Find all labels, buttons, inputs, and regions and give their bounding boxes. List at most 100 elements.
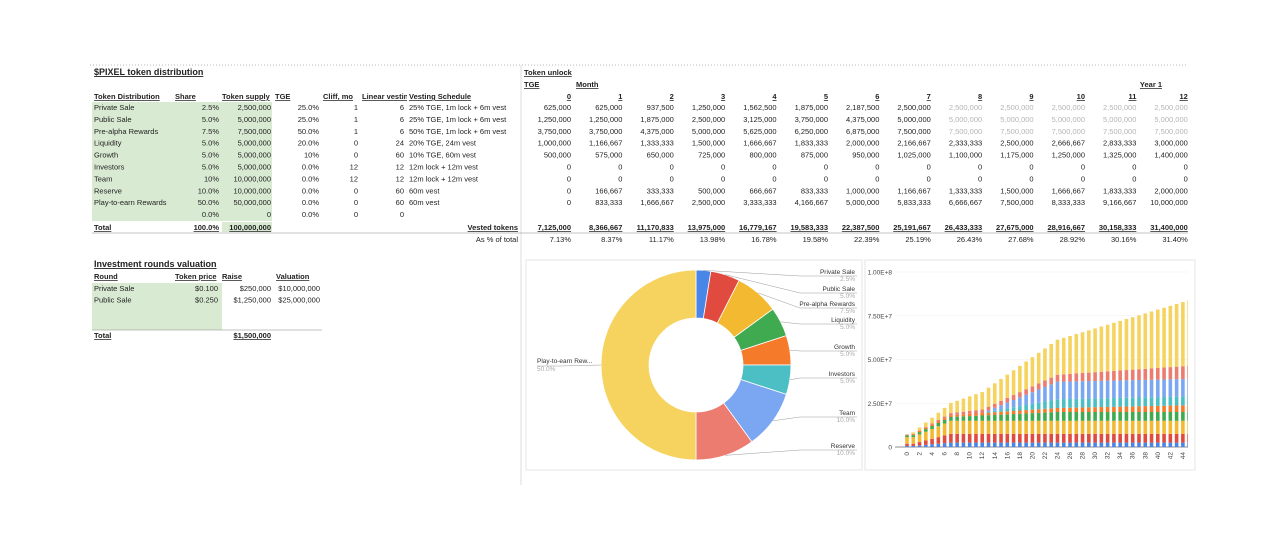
bar-segment: [955, 414, 959, 417]
cell: 7.13%: [550, 235, 572, 244]
total-cell: 11,170,833: [637, 223, 674, 232]
cell: 19.58%: [803, 235, 829, 244]
bar-segment: [1055, 381, 1060, 400]
bar-segment: [1005, 408, 1010, 412]
bar-segment: [1156, 420, 1160, 434]
cell: 10,000,000: [233, 174, 271, 183]
bar-segment: [1036, 433, 1041, 443]
bar-segment: [1143, 397, 1148, 407]
cell: 2.5%: [202, 103, 219, 112]
bar-segment: [1093, 412, 1097, 421]
cell: $25,000,000: [278, 296, 320, 305]
cell: 0.0%: [302, 198, 319, 207]
bar-segment: [1024, 361, 1028, 390]
bar-segment: [1118, 397, 1122, 407]
bar-segment: [942, 407, 947, 417]
pie-value-label: 2.5%: [840, 276, 855, 283]
bar-segment: [1156, 379, 1160, 398]
pie-value-label: 5.0%: [840, 293, 855, 300]
leader-line: [772, 416, 857, 422]
cell: Private Sale: [94, 284, 134, 293]
bar-segment: [1087, 372, 1091, 382]
cell: $0.250: [195, 296, 218, 305]
cell: 7,500,000: [238, 127, 271, 136]
bar-segment: [1112, 370, 1116, 381]
bar-segment: [930, 426, 934, 429]
cell: 5,000,000: [1103, 115, 1136, 124]
bar-segment: [949, 442, 953, 447]
x-tick-label: 16: [1004, 452, 1011, 460]
cell: 3,125,000: [743, 115, 776, 124]
bar-segment: [1174, 396, 1179, 406]
bar-segment: [917, 430, 922, 433]
bar-segment: [992, 414, 997, 421]
column-header: Token Distribution: [94, 92, 160, 101]
cell: 0: [567, 174, 571, 183]
bar-segment: [967, 433, 972, 443]
cell: Public Sale: [94, 115, 132, 124]
bar-segment: [1043, 420, 1047, 434]
bar-segment: [1061, 374, 1066, 382]
column-header: Vesting Schedule: [409, 92, 471, 101]
input-cells: [222, 222, 272, 232]
x-tick-label: 32: [1105, 452, 1112, 460]
bar-segment: [1137, 412, 1141, 421]
cell: 0: [824, 163, 828, 172]
column-header: 1: [618, 92, 622, 101]
cell: 0: [1029, 174, 1033, 183]
bar-segment: [1181, 302, 1185, 367]
bar-segment: [1124, 380, 1129, 398]
leader-line: [789, 377, 857, 381]
cell: 20% TGE, 24m vest: [409, 139, 477, 148]
cell: 13.98%: [700, 235, 726, 244]
cell: 0.0%: [202, 210, 219, 219]
cell: 0: [567, 198, 571, 207]
bar-segment: [961, 411, 966, 415]
bar-segment: [917, 430, 922, 431]
bar-segment: [1036, 442, 1041, 447]
cell: 25.19%: [905, 235, 931, 244]
cell: 0: [772, 163, 776, 172]
section-title: Investment rounds valuation: [94, 259, 217, 269]
bar-segment: [1105, 412, 1110, 421]
cell: 11.17%: [649, 235, 674, 244]
cell: 0: [354, 151, 358, 160]
bar-segment: [1149, 406, 1154, 412]
bar-segment: [1149, 420, 1154, 434]
pie-value-label: 10.0%: [837, 417, 856, 424]
bar-segment: [1074, 420, 1079, 434]
cell: 5,000,000: [1154, 115, 1187, 124]
bar-segment: [1137, 315, 1141, 370]
section-title: $PIXEL token distribution: [94, 67, 203, 77]
pie-label: Investors: [829, 371, 856, 378]
bar-segment: [917, 432, 922, 435]
bar-segment: [1162, 420, 1166, 434]
bar-segment: [1068, 433, 1072, 443]
bar-segment: [1093, 372, 1097, 381]
bar-segment: [942, 435, 947, 444]
bar-segment: [1124, 412, 1129, 421]
bar-segment: [1080, 398, 1085, 408]
column-header: 3: [721, 92, 725, 101]
cell: 5,000,000: [949, 115, 982, 124]
bar-segment: [1030, 433, 1035, 443]
bar-segment: [1024, 394, 1028, 405]
bar-segment: [1043, 401, 1047, 409]
bar-segment: [1068, 420, 1072, 434]
bar-segment: [1018, 392, 1022, 398]
cell: 0: [354, 210, 358, 219]
cell: 0: [354, 186, 358, 195]
bar-segment: [974, 433, 978, 443]
bar-segment: [980, 442, 985, 447]
cell: 16.78%: [751, 235, 777, 244]
bar-segment: [1105, 442, 1110, 447]
pie-value-label: 5.0%: [840, 378, 855, 385]
bar-segment: [1024, 420, 1028, 434]
bar-segment: [1168, 396, 1173, 406]
bar-segment: [955, 433, 959, 443]
cell: 5,000,000: [1052, 115, 1085, 124]
bar-segment: [1080, 442, 1085, 447]
total-cell: 8,366,667: [589, 223, 622, 232]
bar-segment: [999, 409, 1003, 412]
bar-segment: [1036, 412, 1041, 421]
